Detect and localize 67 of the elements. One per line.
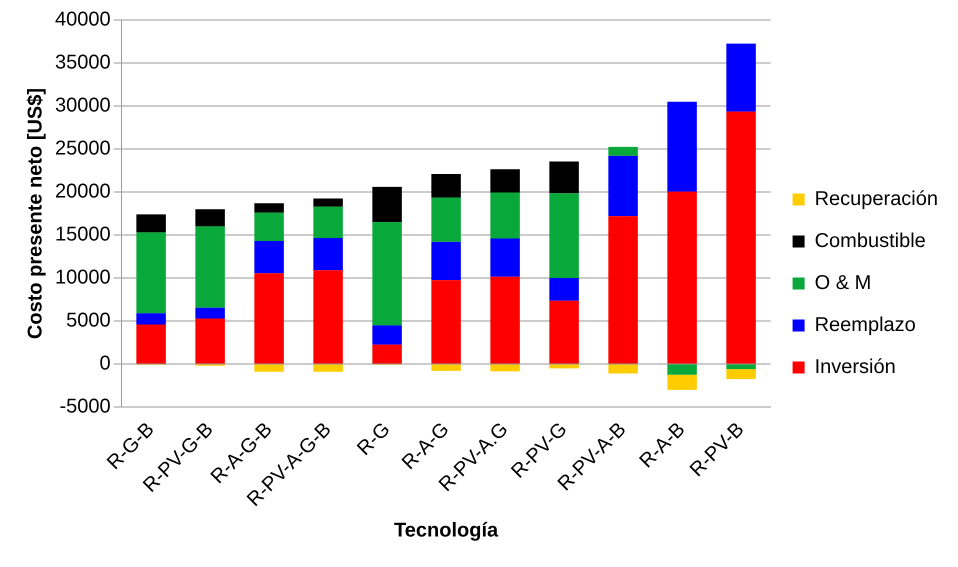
y-tick-label: 30000 — [54, 94, 111, 117]
bar — [372, 344, 402, 364]
bar — [195, 226, 225, 308]
bar — [549, 161, 579, 194]
bar — [667, 192, 697, 364]
bar — [254, 241, 284, 274]
bar — [667, 364, 697, 375]
bar — [608, 216, 638, 364]
bar — [549, 364, 579, 368]
bar — [726, 369, 756, 380]
bar — [431, 280, 461, 364]
y-tick-label: 20000 — [54, 180, 111, 203]
bar — [490, 276, 520, 364]
bar — [372, 325, 402, 345]
legend-label: Reemplazo — [814, 314, 916, 336]
y-tick-label: 0 — [99, 352, 111, 375]
y-tick-label: -5000 — [59, 396, 111, 418]
y-tick-label: 40000 — [54, 8, 111, 31]
bar — [608, 156, 638, 216]
bar — [431, 198, 461, 242]
y-tick-label: 15000 — [54, 224, 111, 246]
bar — [254, 364, 284, 372]
bar — [490, 192, 520, 238]
bar — [667, 102, 697, 192]
bar — [195, 318, 225, 364]
bar — [667, 374, 697, 390]
bar — [313, 238, 343, 270]
bar — [549, 300, 579, 364]
bar — [254, 203, 284, 213]
bar — [726, 364, 756, 370]
legend-label: Recuperación — [814, 188, 938, 210]
y-tick-label: 25000 — [54, 138, 111, 160]
bar — [372, 186, 402, 222]
bar — [136, 313, 166, 324]
bar — [136, 214, 166, 232]
bar — [490, 364, 520, 372]
bar — [726, 44, 756, 112]
bar — [431, 364, 461, 371]
bar — [313, 364, 343, 372]
y-tick-label: 5000 — [66, 310, 111, 332]
legend-label: O & M — [814, 272, 872, 294]
bar — [136, 232, 166, 314]
bar — [136, 324, 166, 364]
bar — [549, 193, 579, 278]
bar — [726, 112, 756, 364]
y-axis-title: Costo presente neto [US$] — [24, 88, 47, 340]
bar — [313, 270, 343, 364]
bar — [608, 146, 638, 156]
bar — [608, 364, 638, 374]
bar — [313, 198, 343, 207]
bar — [313, 206, 343, 238]
bar — [431, 242, 461, 280]
bar — [549, 278, 579, 301]
bar — [254, 273, 284, 364]
bar — [490, 238, 520, 277]
legend-label: Inversión — [814, 356, 896, 378]
bar — [195, 308, 225, 318]
legend-label: Combustible — [814, 230, 926, 252]
x-tick-label: R-G — [353, 418, 395, 460]
bar — [372, 222, 402, 326]
bar — [254, 212, 284, 242]
x-axis-title: Tecnología — [394, 520, 500, 542]
bar — [431, 174, 461, 198]
bar — [195, 209, 225, 226]
bar — [490, 169, 520, 192]
y-tick-label: 35000 — [54, 52, 111, 74]
y-tick-label: 10000 — [54, 266, 111, 289]
